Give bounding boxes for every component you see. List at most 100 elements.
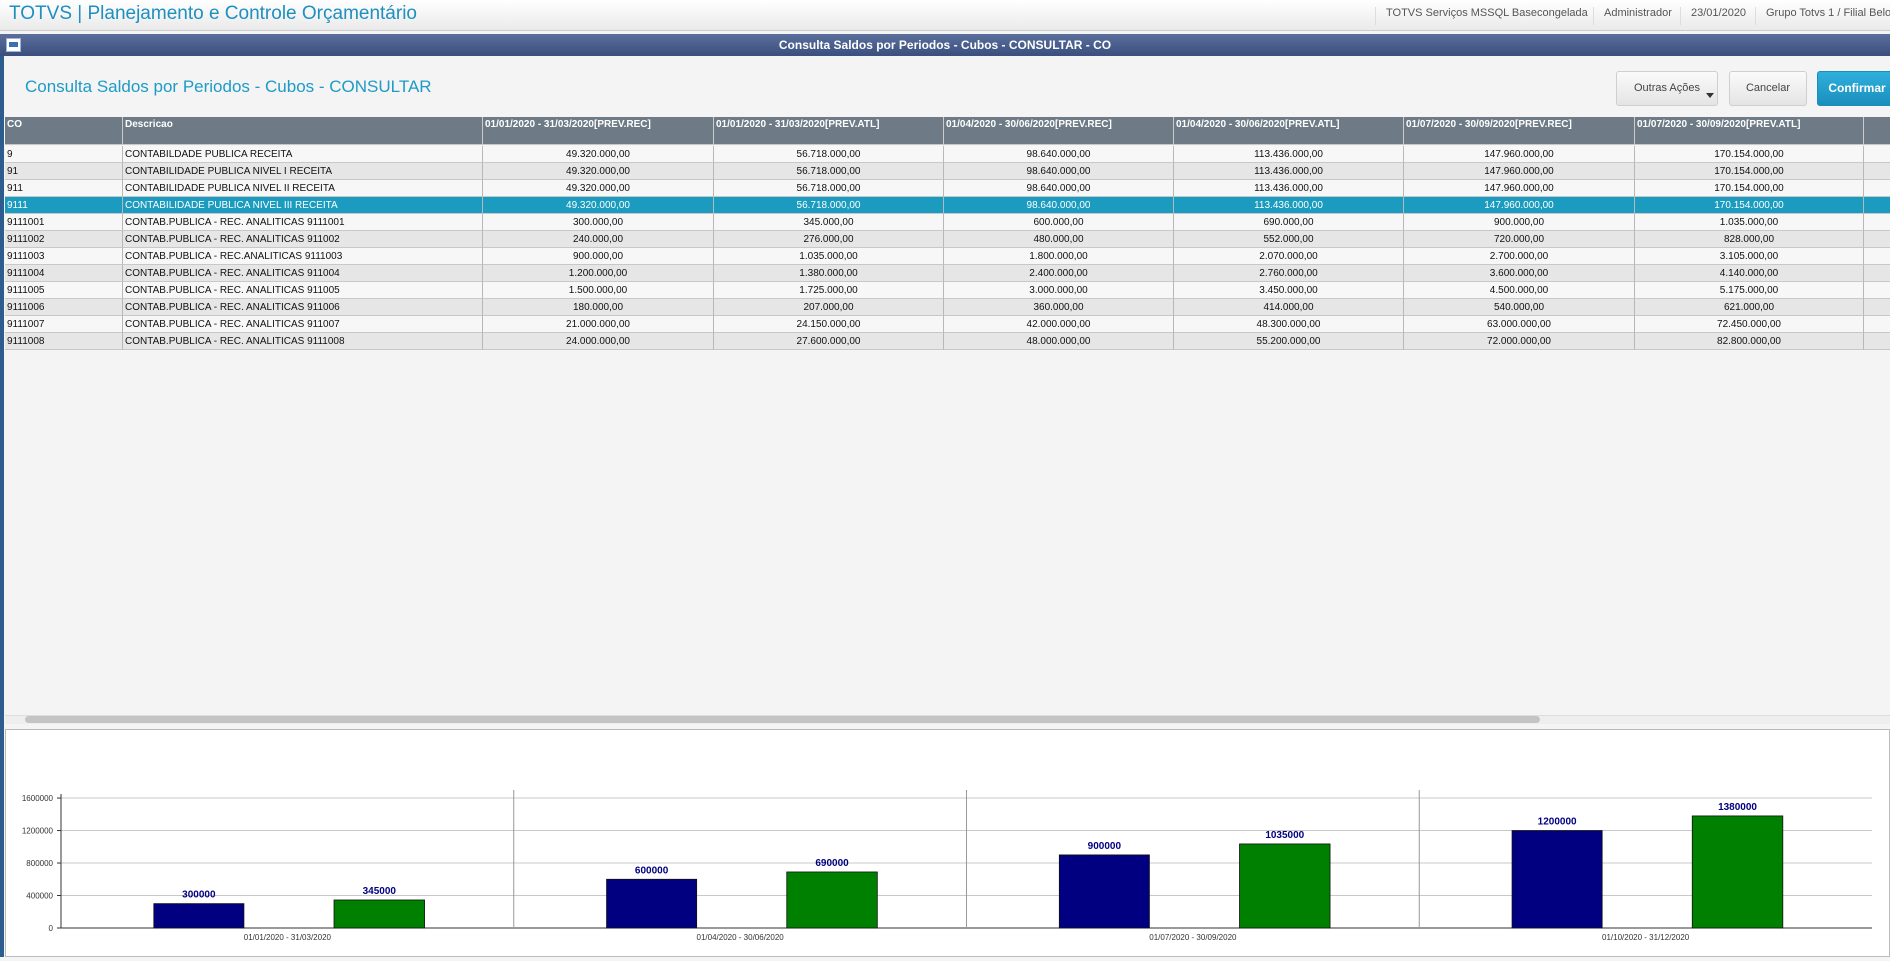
table-cell: 9111003 [5, 248, 123, 265]
table-cell: 1.200.000,00 [483, 265, 714, 282]
table-cell: 900.000,00 [1404, 214, 1635, 231]
table-cell: 49.320.000,00 [483, 197, 714, 214]
window-title: Consulta Saldos por Periodos - Cubos - C… [0, 34, 1890, 56]
table-cell [1864, 197, 1890, 214]
table-cell: 91 [5, 163, 123, 180]
data-label: 300000 [182, 890, 216, 901]
table-cell: 300.000,00 [483, 214, 714, 231]
data-label: 900000 [1088, 841, 1122, 852]
scroll-thumb[interactable] [25, 716, 1540, 723]
table-cell: 170.154.000,00 [1635, 163, 1864, 180]
table-cell: 113.436.000,00 [1174, 197, 1404, 214]
table-cell [1864, 299, 1890, 316]
bar [1511, 830, 1603, 929]
table-cell: 56.718.000,00 [714, 197, 944, 214]
table-cell: 147.960.000,00 [1404, 146, 1635, 163]
header-item: Grupo Totvs 1 / Filial Belo [1755, 7, 1890, 25]
header-item: 23/01/2020 [1680, 7, 1746, 25]
table-cell: 56.718.000,00 [714, 180, 944, 197]
table-cell: 1.035.000,00 [714, 248, 944, 265]
table-cell: 2.400.000,00 [944, 265, 1174, 282]
table-cell: 9111004 [5, 265, 123, 282]
table-cell: CONTAB.PUBLICA - REC. ANALITICAS 911004 [123, 265, 483, 282]
table-cell: 170.154.000,00 [1635, 146, 1864, 163]
table-cell: 9111006 [5, 299, 123, 316]
window-icon[interactable] [6, 38, 21, 52]
table-cell [1864, 214, 1890, 231]
column-header: 01/04/2020 - 30/06/2020[PREV.REC] [944, 117, 1174, 145]
table-cell [1864, 282, 1890, 299]
y-tick-label: 0 [49, 924, 54, 933]
bar [1691, 815, 1784, 929]
column-header: CO [5, 117, 123, 145]
table-cell: 1.380.000,00 [714, 265, 944, 282]
table-cell: 4.140.000,00 [1635, 265, 1864, 282]
header-item: TOTVS Serviços MSSQL Basecongelada [1375, 7, 1588, 25]
bar [1239, 843, 1331, 929]
table-cell: CONTABILDADE PUBLICA RECEITA [123, 146, 483, 163]
table-cell: 900.000,00 [483, 248, 714, 265]
table-cell: 360.000,00 [944, 299, 1174, 316]
table-cell [1864, 316, 1890, 333]
table-cell: 24.000.000,00 [483, 333, 714, 350]
column-header: 01/07/2020 - 30/09/2020[PREV.REC] [1404, 117, 1635, 145]
other-actions-button[interactable]: Outras Ações [1616, 71, 1718, 106]
table-cell: 72.450.000,00 [1635, 316, 1864, 333]
y-tick-label: 1200000 [22, 827, 54, 836]
x-tick-label: 01/01/2020 - 31/03/2020 [244, 933, 332, 942]
table-cell: 540.000,00 [1404, 299, 1635, 316]
table-cell: 82.800.000,00 [1635, 333, 1864, 350]
table-cell [1864, 163, 1890, 180]
table-cell: 48.300.000,00 [1174, 316, 1404, 333]
header-item: Administrador [1593, 7, 1672, 25]
table-cell: 1.725.000,00 [714, 282, 944, 299]
table-cell: 240.000,00 [483, 231, 714, 248]
table-cell: 63.000.000,00 [1404, 316, 1635, 333]
data-label: 1380000 [1718, 802, 1757, 813]
table-cell: 3.000.000,00 [944, 282, 1174, 299]
page-title: Consulta Saldos por Periodos - Cubos - C… [25, 77, 432, 96]
data-label: 345000 [363, 886, 397, 897]
column-header: 01/01/2020 - 31/03/2020[PREV.ATL] [714, 117, 944, 145]
table-cell: 345.000,00 [714, 214, 944, 231]
table-cell: 3.450.000,00 [1174, 282, 1404, 299]
table-cell: 170.154.000,00 [1635, 197, 1864, 214]
table-cell: 3.600.000,00 [1404, 265, 1635, 282]
table-cell: 4.500.000,00 [1404, 282, 1635, 299]
table-cell: 56.718.000,00 [714, 146, 944, 163]
table-cell: 180.000,00 [483, 299, 714, 316]
table-cell: 49.320.000,00 [483, 180, 714, 197]
table-cell: 147.960.000,00 [1404, 163, 1635, 180]
x-tick-label: 01/07/2020 - 30/09/2020 [1149, 933, 1237, 942]
table-cell: 1.800.000,00 [944, 248, 1174, 265]
table-cell: 27.600.000,00 [714, 333, 944, 350]
bar [333, 899, 425, 929]
table-cell: 98.640.000,00 [944, 197, 1174, 214]
table-cell [1864, 248, 1890, 265]
table-cell: 2.070.000,00 [1174, 248, 1404, 265]
confirm-button[interactable]: Confirmar [1817, 71, 1890, 106]
table-cell: 9111 [5, 197, 123, 214]
table-cell: 5.175.000,00 [1635, 282, 1864, 299]
table-cell: 276.000,00 [714, 231, 944, 248]
table-cell: CONTAB.PUBLICA - REC.ANALITICAS 9111003 [123, 248, 483, 265]
bar [786, 871, 878, 929]
table-cell: 147.960.000,00 [1404, 197, 1635, 214]
table-cell: 621.000,00 [1635, 299, 1864, 316]
table-cell: 1.500.000,00 [483, 282, 714, 299]
table-cell: 147.960.000,00 [1404, 180, 1635, 197]
bar [606, 878, 698, 929]
cancel-button[interactable]: Cancelar [1729, 71, 1807, 106]
table-cell: CONTABILIDADE PUBLICA NIVEL III RECEITA [123, 197, 483, 214]
table-cell: 42.000.000,00 [944, 316, 1174, 333]
app-title: TOTVS | Planejamento e Controle Orçament… [9, 3, 417, 24]
table-cell: 170.154.000,00 [1635, 180, 1864, 197]
table-cell: 552.000,00 [1174, 231, 1404, 248]
table-cell: 49.320.000,00 [483, 163, 714, 180]
data-label: 690000 [815, 858, 849, 869]
table-cell: 720.000,00 [1404, 231, 1635, 248]
table-cell [1864, 231, 1890, 248]
column-header: 01/07/2020 - 30/09/2020[PREV.ATL] [1635, 117, 1864, 145]
dropdown-arrow [1706, 93, 1714, 98]
